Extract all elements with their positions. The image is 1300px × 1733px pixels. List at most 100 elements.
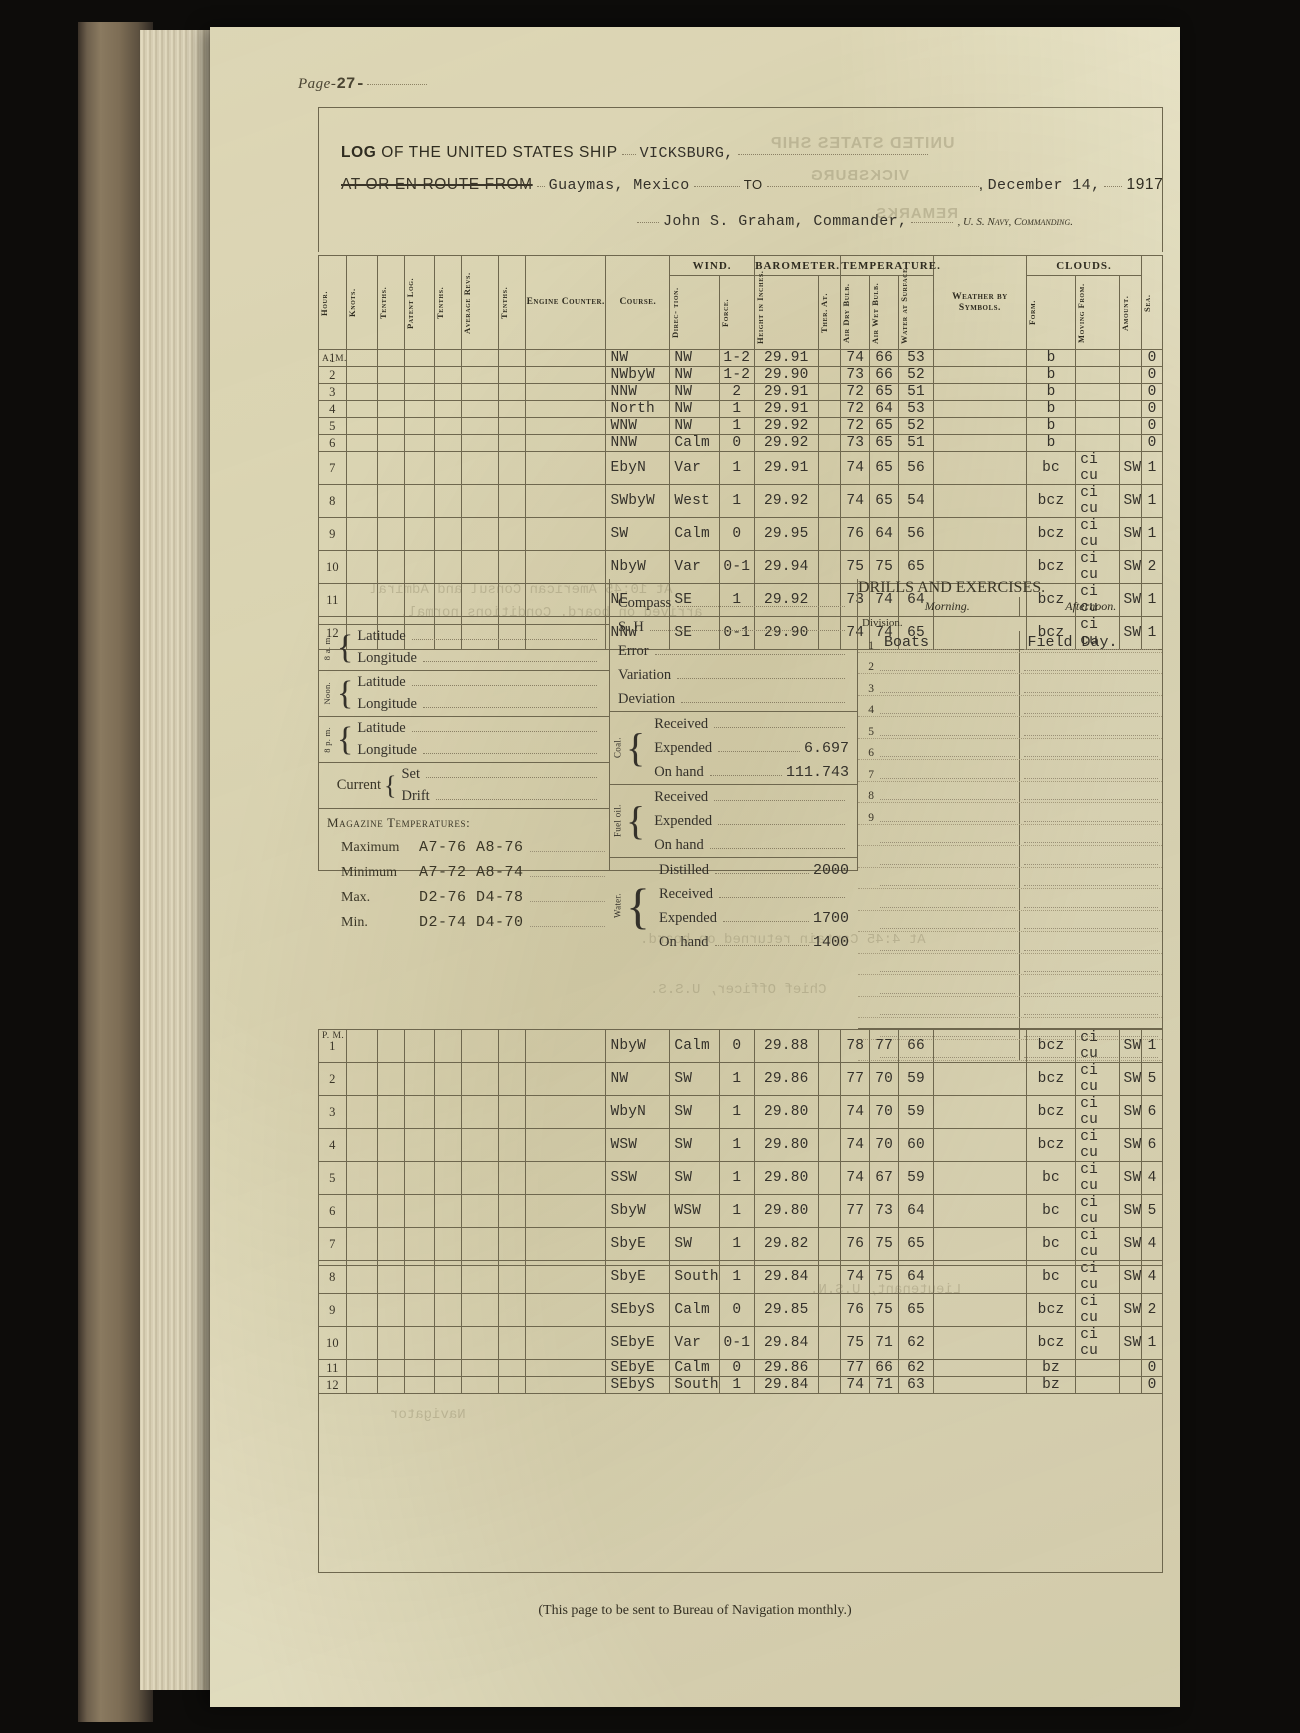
tenths-cell[interactable] xyxy=(498,349,527,367)
cloud-moving-cell[interactable]: SW xyxy=(1118,1194,1143,1228)
tenths-cell[interactable] xyxy=(498,434,527,452)
wind-direction-cell[interactable]: West xyxy=(669,484,720,518)
engine-counter-cell[interactable] xyxy=(525,616,607,650)
dry-bulb-cell[interactable]: 77 xyxy=(869,1029,900,1063)
patent-log-cell[interactable] xyxy=(403,1227,436,1261)
cloud-form-cell[interactable]: ci cu xyxy=(1075,1095,1120,1129)
cloud-amount-cell[interactable]: 0 xyxy=(1141,349,1163,367)
course-cell[interactable]: SW xyxy=(605,517,671,551)
average-revs-cell[interactable] xyxy=(461,383,500,401)
weather-symbols-cell[interactable]: bz xyxy=(1025,1376,1077,1394)
cloud-amount-cell[interactable]: 5 xyxy=(1141,1062,1163,1096)
engine-counter-cell[interactable] xyxy=(525,583,607,617)
dry-bulb-cell[interactable]: 66 xyxy=(869,1359,900,1377)
average-revs-cell[interactable] xyxy=(461,417,500,435)
cloud-form-cell[interactable]: ci cu xyxy=(1075,583,1120,617)
hour-cell[interactable]: 3 xyxy=(318,1095,347,1129)
wind-force-cell[interactable]: 1 xyxy=(718,484,755,518)
hour-cell[interactable]: 9 xyxy=(318,517,347,551)
weather-symbols-cell[interactable]: b xyxy=(1025,400,1077,418)
wet-bulb-cell[interactable]: 56 xyxy=(898,517,935,551)
barometer-cell[interactable]: 29.91 xyxy=(753,451,819,485)
engine-counter-cell[interactable] xyxy=(525,1326,607,1360)
barometer-cell[interactable]: 29.85 xyxy=(753,1293,819,1327)
wind-direction-cell[interactable]: SW xyxy=(669,1161,720,1195)
dry-bulb-cell[interactable]: 65 xyxy=(869,417,900,435)
table-row[interactable]: 3 NNW NW 2 29.91 72 65 51 b 0 xyxy=(318,383,1163,401)
wind-direction-cell[interactable]: NW xyxy=(669,349,720,367)
cloud-moving-cell[interactable] xyxy=(1118,349,1143,367)
drill-row[interactable]: 9 xyxy=(858,803,1162,825)
average-revs-cell[interactable] xyxy=(461,550,500,584)
wet-bulb-cell[interactable]: 60 xyxy=(898,1128,935,1162)
dry-bulb-cell[interactable]: 64 xyxy=(869,517,900,551)
cloud-form-cell[interactable]: ci cu xyxy=(1075,1062,1120,1096)
hour-cell[interactable]: 5 xyxy=(318,1161,347,1195)
knots-cell[interactable] xyxy=(345,451,378,485)
dry-bulb-cell[interactable]: 65 xyxy=(869,383,900,401)
hour-cell[interactable]: 8 xyxy=(318,484,347,518)
cloud-amount-cell[interactable]: 4 xyxy=(1141,1227,1163,1261)
table-row[interactable]: 7 SbyE SW 1 29.82 76 75 65 bc ci cu SW 4 xyxy=(318,1227,1163,1261)
engine-counter-cell[interactable] xyxy=(525,400,607,418)
engine-counter-cell[interactable] xyxy=(525,517,607,551)
barometer-cell[interactable]: 29.86 xyxy=(753,1062,819,1096)
dry-bulb-cell[interactable]: 70 xyxy=(869,1095,900,1129)
hour-cell[interactable]: 4 xyxy=(318,1128,347,1162)
wet-bulb-cell[interactable]: 54 xyxy=(898,484,935,518)
course-cell[interactable]: North xyxy=(605,400,671,418)
tenths-cell[interactable] xyxy=(434,517,463,551)
cloud-form-cell[interactable]: ci cu xyxy=(1075,1161,1120,1195)
knots-cell[interactable] xyxy=(345,550,378,584)
patent-log-cell[interactable] xyxy=(403,1326,436,1360)
cloud-moving-cell[interactable]: SW xyxy=(1118,583,1143,617)
cloud-amount-cell[interactable]: 0 xyxy=(1141,417,1163,435)
magazine-row-value[interactable]: A7-72 A8-74 xyxy=(419,864,524,881)
tenths-cell[interactable] xyxy=(434,451,463,485)
tenths-cell[interactable] xyxy=(498,484,527,518)
wet-bulb-cell[interactable]: 59 xyxy=(898,1062,935,1096)
average-revs-cell[interactable] xyxy=(461,400,500,418)
weather-symbols-cell[interactable]: b xyxy=(1025,366,1077,384)
course-cell[interactable]: SWbyW xyxy=(605,484,671,518)
barometer-cell[interactable]: 29.82 xyxy=(753,1227,819,1261)
weather-symbols-cell[interactable]: bcz xyxy=(1025,1029,1077,1063)
weather-symbols-cell[interactable]: bcz xyxy=(1025,1128,1077,1162)
drill-row-blank[interactable] xyxy=(858,932,1162,954)
weather-symbols-cell[interactable]: bcz xyxy=(1025,1095,1077,1129)
table-row[interactable]: 11 SEbyE Calm 0 29.86 77 66 62 bz 0 xyxy=(318,1359,1163,1377)
weather-symbols-cell[interactable]: bc xyxy=(1025,1227,1077,1261)
tenths-cell[interactable] xyxy=(498,1062,527,1096)
average-revs-cell[interactable] xyxy=(461,583,500,617)
average-revs-cell[interactable] xyxy=(461,349,500,367)
cloud-moving-cell[interactable]: SW xyxy=(1118,550,1143,584)
cloud-moving-cell[interactable]: SW xyxy=(1118,1161,1143,1195)
weather-symbols-cell[interactable]: bc xyxy=(1025,1194,1077,1228)
dry-bulb-cell[interactable]: 65 xyxy=(869,451,900,485)
cloud-moving-cell[interactable] xyxy=(1118,400,1143,418)
drill-afternoon-cell[interactable] xyxy=(1020,932,1163,953)
table-row[interactable]: 5 WNW NW 1 29.92 72 65 52 b 0 xyxy=(318,417,1163,435)
wind-force-cell[interactable]: 1-2 xyxy=(718,366,755,384)
wet-bulb-cell[interactable]: 52 xyxy=(898,366,935,384)
weather-symbols-cell[interactable]: bc xyxy=(1025,451,1077,485)
wet-bulb-cell[interactable]: 62 xyxy=(898,1326,935,1360)
drill-morning-cell[interactable] xyxy=(876,824,1020,845)
cloud-amount-cell[interactable]: 1 xyxy=(1141,1029,1163,1063)
drill-afternoon-cell[interactable] xyxy=(1020,760,1163,781)
tenths-cell[interactable] xyxy=(376,383,405,401)
knots-cell[interactable] xyxy=(345,1095,378,1129)
water-surface-cell[interactable] xyxy=(933,583,1027,617)
ther-at-cell[interactable] xyxy=(817,1161,842,1195)
weather-symbols-cell[interactable]: bcz xyxy=(1025,616,1077,650)
ther-cell[interactable]: 74 xyxy=(840,1376,871,1394)
wind-force-cell[interactable]: 1 xyxy=(718,583,755,617)
ther-at-cell[interactable] xyxy=(817,1128,842,1162)
tenths-cell[interactable] xyxy=(376,484,405,518)
course-cell[interactable]: SSW xyxy=(605,1161,671,1195)
average-revs-cell[interactable] xyxy=(461,1194,500,1228)
barometer-cell[interactable]: 29.80 xyxy=(753,1128,819,1162)
engine-counter-cell[interactable] xyxy=(525,383,607,401)
water-surface-cell[interactable] xyxy=(933,1326,1027,1360)
wind-direction-cell[interactable]: South xyxy=(669,1376,720,1394)
